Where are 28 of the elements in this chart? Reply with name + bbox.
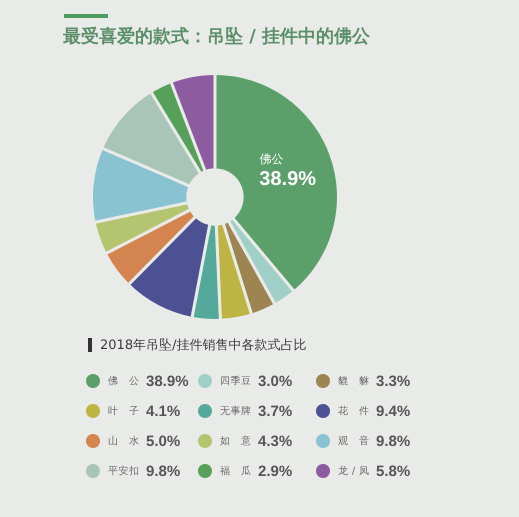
legend-label: 龙/凤 — [338, 464, 369, 478]
legend-label: 叶子 — [108, 404, 139, 418]
legend-label: 花件 — [338, 404, 369, 418]
data-label: 2.9% — [258, 462, 292, 480]
data-label: 4.3% — [258, 432, 292, 450]
legend-label: 佛公 — [108, 375, 139, 388]
data-label: 4.1% — [146, 402, 180, 420]
legend-label: 平安扣 — [108, 464, 139, 478]
text: 2018年吊坠/挂件销售中各款式占比 — [100, 337, 306, 354]
text: 38.9% — [146, 372, 189, 390]
data-label: 3.0% — [258, 372, 292, 390]
chart-title: 最受喜爱的款式：吊坠 / 挂件中的佛公 — [63, 25, 370, 48]
legend-label: 山水 — [108, 434, 139, 448]
data-label: 5.8% — [376, 462, 410, 480]
data-label: 3.3% — [376, 372, 410, 390]
legend-label: 貔貅 — [338, 375, 369, 388]
data-label: 9.8% — [146, 462, 180, 480]
legend-label: 观音 — [338, 434, 369, 448]
data-label: 3.7% — [258, 402, 292, 420]
data-label: 38.9% — [259, 168, 316, 190]
legend-label: 无事牌 — [220, 404, 251, 418]
data-label: 5.0% — [146, 432, 180, 450]
legend-label: 福瓜 — [220, 464, 251, 478]
data-label: 9.8% — [376, 432, 410, 450]
legend-label: 如意 — [220, 434, 251, 448]
legend-label: 四季豆 — [220, 374, 251, 388]
data-label: 9.4% — [376, 402, 410, 420]
slice-label: 佛公 — [259, 152, 284, 166]
